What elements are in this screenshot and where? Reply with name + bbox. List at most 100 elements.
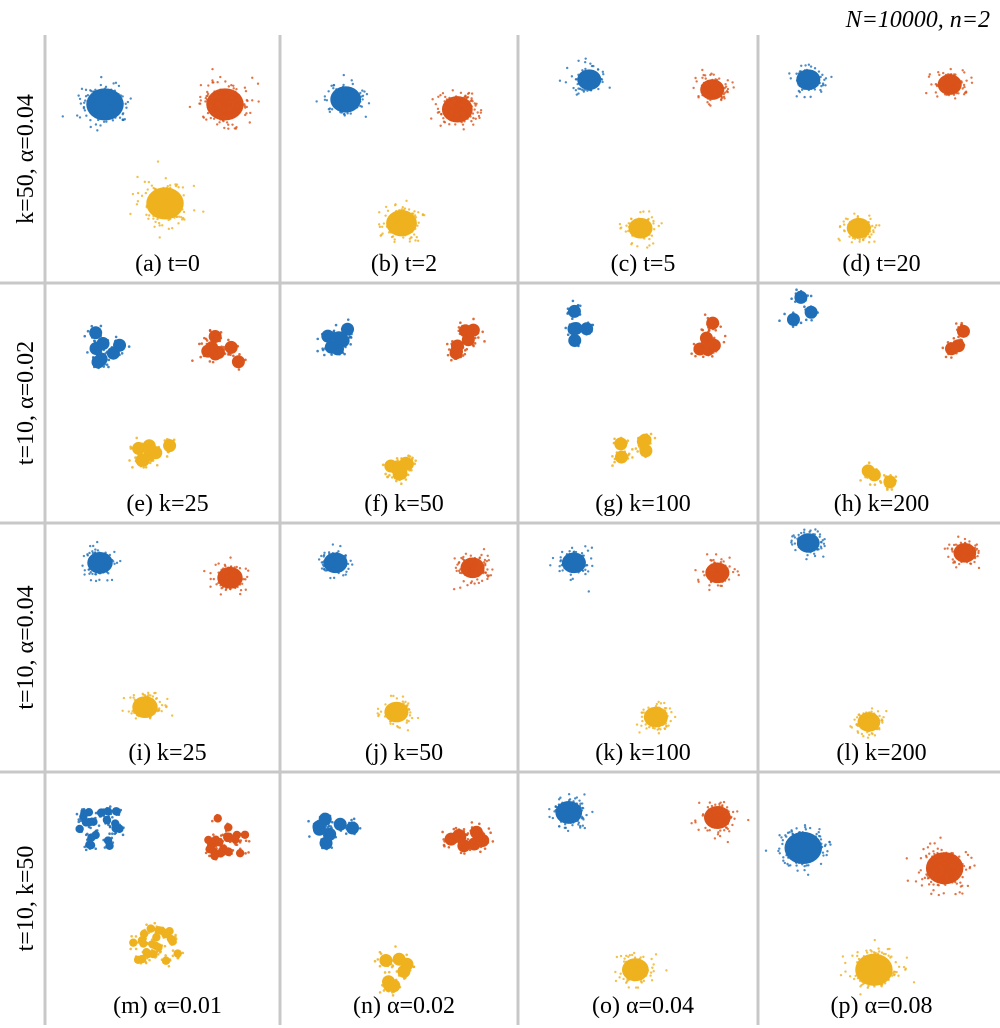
scatter-point: [711, 78, 714, 82]
scatter-point: [709, 92, 713, 95]
scatter-point: [454, 566, 458, 570]
scatter-point: [344, 554, 347, 557]
scatter-point: [143, 928, 146, 932]
scatter-point: [97, 569, 100, 572]
scatter-point: [394, 225, 397, 229]
scatter-point: [894, 475, 898, 478]
scatter-point: [570, 566, 574, 569]
scatter-point: [388, 720, 392, 723]
scatter-point: [747, 818, 750, 822]
scatter-point: [481, 831, 484, 834]
scatter-point: [224, 588, 228, 592]
scatter-point: [331, 552, 334, 555]
scatter-point: [804, 299, 807, 302]
scatter-point: [95, 565, 98, 568]
scatter-point: [464, 329, 468, 333]
scatter-point: [856, 236, 860, 240]
scatter-point: [257, 100, 260, 103]
scatter-point: [876, 718, 879, 722]
scatter-point: [590, 546, 594, 549]
scatter-point: [877, 721, 881, 724]
scatter-point: [565, 66, 569, 70]
scatter-point: [101, 564, 105, 568]
scatter-point: [340, 111, 344, 114]
scatter-point: [212, 847, 215, 851]
scatter-point: [647, 210, 651, 213]
scatter-point: [394, 980, 398, 984]
scatter-point: [89, 837, 93, 841]
scatter-panel: (n) α=0.02: [307, 812, 495, 1019]
scatter-point: [842, 223, 846, 226]
scatter-point: [407, 228, 410, 231]
scatter-point: [856, 234, 860, 237]
scatter-point: [103, 87, 107, 90]
scatter-point: [956, 80, 959, 83]
scatter-point: [403, 469, 406, 472]
scatter-point: [322, 815, 326, 818]
scatter-point: [101, 101, 105, 105]
scatter-point: [325, 99, 329, 102]
scatter-point: [644, 716, 647, 720]
scatter-point: [731, 81, 734, 84]
scatter-point: [701, 355, 705, 359]
scatter-point: [454, 340, 458, 344]
scatter-point: [713, 568, 717, 572]
scatter-point: [219, 110, 223, 113]
scatter-point: [91, 559, 94, 563]
scatter-point: [211, 102, 214, 105]
scatter-point: [584, 545, 587, 548]
scatter-point: [112, 809, 116, 813]
scatter-point: [361, 98, 364, 101]
scatter-point: [572, 564, 575, 567]
scatter-point: [107, 108, 111, 111]
scatter-point: [227, 352, 231, 355]
scatter-point: [471, 829, 474, 833]
scatter-point: [341, 98, 345, 102]
scatter-point: [340, 108, 343, 111]
scatter-point: [402, 702, 405, 705]
scatter-point: [463, 102, 466, 105]
scatter-point: [952, 336, 956, 340]
scatter-point: [133, 711, 136, 715]
scatter-point: [327, 824, 331, 827]
scatter-point: [967, 544, 971, 548]
scatter-point: [694, 819, 697, 822]
scatter-point: [695, 80, 698, 83]
scatter-point: [156, 953, 160, 956]
scatter-point: [795, 95, 798, 98]
scatter-point: [214, 563, 217, 566]
scatter-point: [91, 551, 95, 555]
scatter-point: [708, 584, 711, 587]
scatter-point: [646, 445, 649, 449]
scatter-point: [945, 76, 949, 80]
scatter-point: [86, 329, 90, 333]
scatter-point: [645, 433, 648, 436]
scatter-point: [230, 347, 234, 350]
scatter-point: [468, 557, 472, 560]
scatter-point: [707, 330, 710, 334]
scatter-point: [570, 342, 573, 345]
scatter-point: [713, 817, 717, 820]
scatter-point: [155, 463, 159, 467]
scatter-point: [872, 230, 875, 234]
scatter-point: [975, 547, 979, 551]
scatter-point: [479, 845, 483, 849]
scatter-point: [557, 816, 560, 819]
scatter-point: [133, 698, 137, 702]
scatter-point: [953, 340, 956, 343]
scatter-point: [959, 541, 963, 545]
scatter-point: [236, 361, 239, 365]
scatter-point: [670, 710, 673, 714]
scatter-point: [96, 105, 100, 108]
scatter-point: [947, 93, 951, 97]
scatter-point: [878, 224, 881, 227]
cluster-blue: [317, 543, 354, 580]
scatter-point: [856, 215, 860, 218]
scatter-point: [218, 355, 221, 359]
scatter-point: [395, 718, 398, 721]
scatter-point: [491, 840, 495, 843]
scatter-point: [206, 102, 209, 105]
scatter-point: [645, 713, 649, 716]
scatter-point: [455, 112, 459, 115]
scatter-point: [857, 720, 861, 723]
